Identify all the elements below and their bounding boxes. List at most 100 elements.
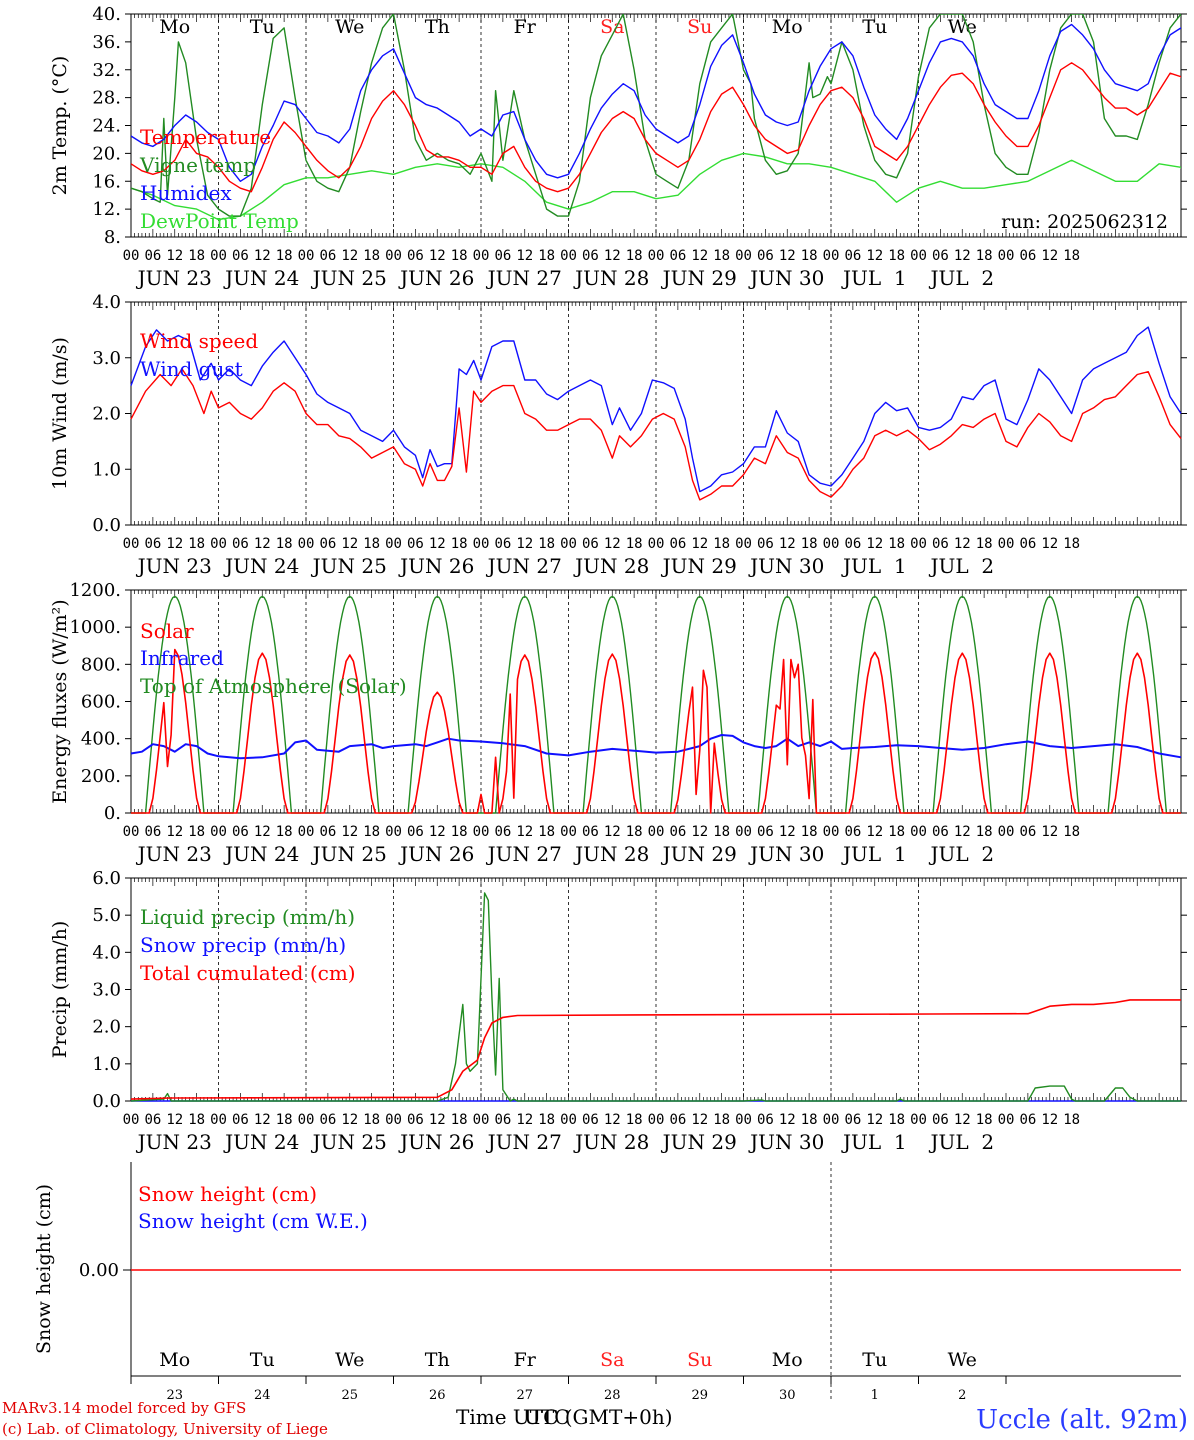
- x-hour-label: 06: [144, 824, 161, 840]
- x-hour-label: 00: [385, 248, 402, 264]
- legend-entry: Wind gust: [140, 357, 243, 381]
- y-tick-label: 24.: [92, 116, 121, 137]
- x-hour-label: 00: [823, 248, 840, 264]
- x-hour-label: 00: [735, 1112, 752, 1128]
- legend-entry: Total cumulated (cm): [140, 961, 356, 985]
- x-hour-label: 18: [538, 536, 555, 552]
- legend-entry: Snow precip (mm/h): [140, 933, 346, 957]
- day-number-label: 28: [604, 1388, 621, 1403]
- x-date-label: JUN 23: [136, 554, 212, 578]
- x-hour-label: 18: [976, 1112, 993, 1128]
- x-hour-label: 18: [451, 1112, 468, 1128]
- x-hour-label: 00: [210, 536, 227, 552]
- y-tick-label: 0.0: [92, 1091, 121, 1112]
- weekday-label: Mo: [772, 1349, 803, 1371]
- x-hour-label: 12: [1041, 1112, 1058, 1128]
- x-hour-label: 06: [232, 248, 249, 264]
- x-hour-label: 00: [385, 536, 402, 552]
- x-hour-label: 06: [144, 536, 161, 552]
- y-tick-label: 1.0: [92, 459, 121, 480]
- x-hour-label: 12: [779, 1112, 796, 1128]
- x-hour-label: 00: [298, 536, 315, 552]
- legend-entry: Wind speed: [140, 329, 258, 353]
- run-label: run: 2025062312: [1001, 211, 1168, 233]
- x-hour-label: 12: [254, 248, 271, 264]
- x-hour-label: 18: [363, 824, 380, 840]
- legend-entry: Infrared: [140, 646, 224, 670]
- x-hour-label: 06: [932, 536, 949, 552]
- x-date-label: JUN 28: [573, 266, 649, 290]
- x-hour-label: 12: [429, 248, 446, 264]
- x-date-label: JUN 29: [661, 1130, 737, 1154]
- x-hour-label: 00: [298, 824, 315, 840]
- x-hour-label: 00: [473, 824, 490, 840]
- y-tick-label: 20.: [92, 143, 121, 164]
- x-hour-label: 00: [298, 248, 315, 264]
- weekday-label: Su: [687, 1349, 712, 1371]
- x-hour-label: 12: [1041, 824, 1058, 840]
- x-hour-label: 06: [494, 536, 511, 552]
- x-hour-label: 12: [691, 1112, 708, 1128]
- x-date-label: JUN 24: [223, 842, 299, 866]
- time-axis-overlap-label: UTC: [524, 1405, 570, 1429]
- x-hour-label: 06: [407, 1112, 424, 1128]
- x-date-label: JUL 1: [841, 1130, 907, 1154]
- legend-entry: Liquid precip (mm/h): [140, 905, 355, 929]
- x-date-label: JUN 27: [486, 554, 562, 578]
- x-hour-label: 12: [166, 248, 183, 264]
- x-hour-label: 12: [166, 824, 183, 840]
- day-number-label: 2: [958, 1388, 966, 1403]
- x-hour-label: 12: [954, 824, 971, 840]
- x-hour-label: 12: [341, 248, 358, 264]
- x-hour-label: 12: [604, 536, 621, 552]
- legend-entry: Snow height (cm): [138, 1182, 317, 1206]
- weekday-label: We: [948, 1349, 977, 1371]
- x-date-label: JUN 25: [311, 1130, 387, 1154]
- temperature-panel: 8. 12. 16. 20. 24. 28. 32. 36. 40. 2m Temp. (°C) 0…: [49, 4, 1187, 290]
- weekday-label: Su: [687, 16, 712, 38]
- day-number-label: 25: [341, 1388, 358, 1403]
- x-hour-label: 12: [954, 1112, 971, 1128]
- x-hour-label: 06: [669, 1112, 686, 1128]
- y-tick-label: 8.: [104, 227, 121, 248]
- y-tick-label: 36.: [92, 32, 121, 53]
- x-hour-label: 06: [757, 536, 774, 552]
- x-date-label: JUN 23: [136, 266, 212, 290]
- x-hour-label: 12: [866, 248, 883, 264]
- weekday-label: Sa: [600, 16, 624, 38]
- x-hour-label: 18: [713, 824, 730, 840]
- x-hour-label: 12: [691, 536, 708, 552]
- x-hour-label: 18: [976, 248, 993, 264]
- legend-entry: Temperature: [140, 125, 271, 149]
- x-date-label: JUN 28: [573, 1130, 649, 1154]
- y-tick-label: 1000.: [69, 617, 121, 638]
- x-hour-label: 00: [823, 1112, 840, 1128]
- x-hour-label: 18: [626, 536, 643, 552]
- weekday-label: Tu: [250, 1349, 275, 1371]
- y-tick-label: 4.0: [92, 942, 121, 963]
- y-tick-label: 4.0: [92, 292, 121, 313]
- x-hour-label: 12: [604, 1112, 621, 1128]
- x-hour-label: 06: [844, 1112, 861, 1128]
- x-hour-label: 12: [254, 1112, 271, 1128]
- x-date-label: JUN 27: [486, 266, 562, 290]
- weekday-label: We: [335, 1349, 364, 1371]
- x-date-label: JUN 24: [223, 1130, 299, 1154]
- x-hour-label: 12: [516, 824, 533, 840]
- legend-entry: Solar: [140, 619, 194, 643]
- day-number-label: 1: [871, 1388, 879, 1403]
- x-hour-label: 12: [254, 824, 271, 840]
- weekday-label: Mo: [772, 16, 803, 38]
- weekday-label: Th: [425, 16, 450, 38]
- y-tick-label: 32.: [92, 60, 121, 81]
- y-tick-label: 5.0: [92, 905, 121, 926]
- x-hour-label: 00: [385, 1112, 402, 1128]
- x-hour-label: 18: [538, 1112, 555, 1128]
- x-hour-label: 00: [385, 824, 402, 840]
- x-hour-label: 06: [1019, 536, 1036, 552]
- y-axis-title: 2m Temp. (°C): [49, 56, 71, 196]
- x-hour-label: 06: [844, 536, 861, 552]
- x-hour-label: 18: [713, 248, 730, 264]
